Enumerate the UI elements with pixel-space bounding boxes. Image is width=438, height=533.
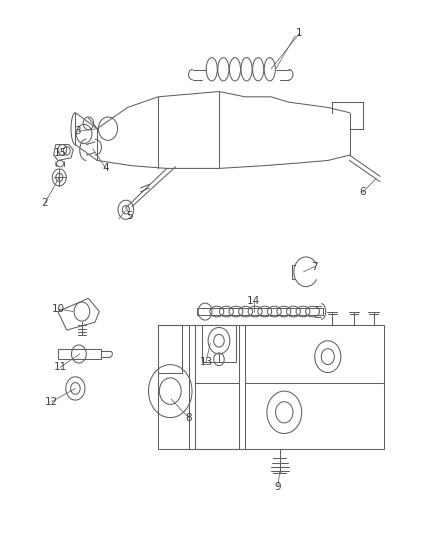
- Text: 2: 2: [42, 198, 48, 208]
- Text: 12: 12: [45, 397, 58, 407]
- Text: 1: 1: [296, 28, 303, 38]
- Text: 6: 6: [359, 187, 366, 197]
- Text: 7: 7: [311, 262, 318, 271]
- Text: 9: 9: [275, 481, 281, 491]
- Text: 5: 5: [127, 211, 133, 221]
- Text: 8: 8: [185, 413, 192, 423]
- Text: 14: 14: [247, 296, 261, 306]
- Text: 4: 4: [102, 164, 109, 173]
- Text: 10: 10: [51, 304, 64, 314]
- Text: 13: 13: [199, 357, 212, 367]
- Text: 15: 15: [53, 148, 67, 158]
- Text: 11: 11: [53, 362, 67, 372]
- Text: 3: 3: [74, 126, 81, 136]
